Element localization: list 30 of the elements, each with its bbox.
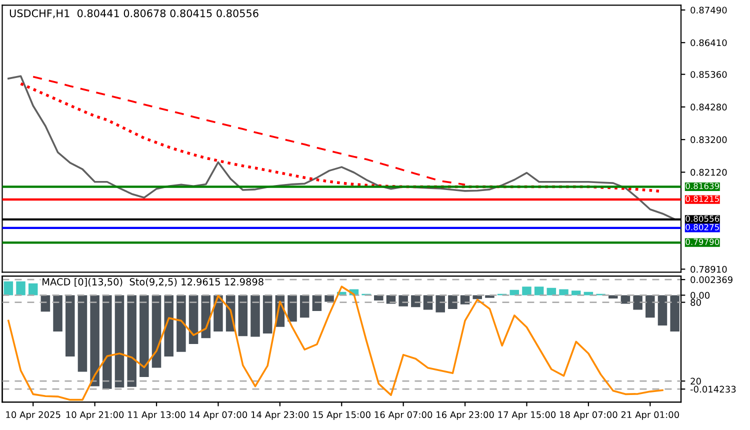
y-tick-label: 0.83200 [690, 136, 727, 144]
x-tick-label: 11 Apr 13:00 [128, 411, 186, 420]
ref-line-label: 0.80556 [686, 216, 720, 222]
x-tick-label: 14 Apr 07:00 [190, 411, 248, 420]
y-tick-label: 0.84280 [690, 104, 727, 111]
x-tick-label: 16 Apr 23:00 [436, 411, 494, 420]
y2-tick-label: 80 [690, 299, 701, 306]
y2-tick-label: 20 [690, 378, 701, 385]
y-tick-label: 0.87490 [690, 6, 727, 14]
y-tick-label: 0.86410 [690, 39, 727, 46]
x-tick-label: 14 Apr 23:00 [251, 411, 309, 420]
x-tick-label: 17 Apr 15:00 [498, 411, 556, 420]
x-tick-label: 18 Apr 07:00 [560, 411, 618, 420]
ref-line-label: 0.80275 [686, 224, 719, 230]
chart-title: USDCHF,H1 0.80441 0.80678 0.80415 0.80556 [10, 9, 258, 18]
x-tick-label: 21 Apr 01:00 [621, 411, 679, 420]
y-tick-label: -0.014233 [690, 386, 736, 393]
ref-line-label: 0.81215 [686, 196, 719, 202]
x-tick-label: 10 Apr 2025 [6, 411, 60, 420]
ref-line-label: 0.81639 [686, 182, 720, 190]
annotation: MACD [0](13,50) Sto(9,2,5) 12.9615 12.9898 [42, 278, 264, 287]
x-tick-label: 16 Apr 07:00 [374, 411, 432, 420]
x-tick-label: 10 Apr 21:00 [66, 411, 124, 420]
y-tick-label: 0.00 [690, 292, 710, 299]
y-tick-label: 0.002369 [690, 276, 732, 284]
y-tick-label: 0.85360 [690, 71, 727, 78]
y-tick-label: 0.78910 [690, 266, 727, 273]
ref-line-label: 0.79790 [686, 238, 720, 246]
y-tick-label: 0.82120 [690, 168, 727, 176]
x-tick-label: 15 Apr 15:00 [313, 411, 370, 420]
